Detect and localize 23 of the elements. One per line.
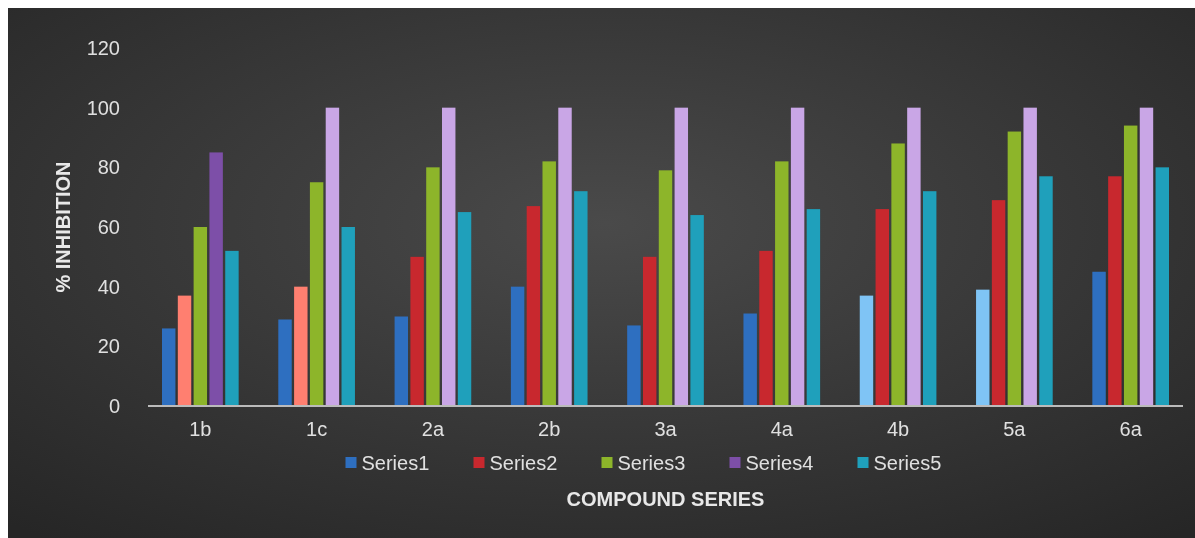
x-tick-label: 4a — [770, 418, 794, 440]
y-tick-label: 0 — [108, 395, 120, 417]
y-tick-label: 40 — [97, 275, 120, 298]
y-tick-label: 100 — [86, 96, 120, 119]
x-tick-label: 6a — [1119, 418, 1143, 440]
x-tick-label: 1c — [306, 418, 328, 440]
legend-label: Series2 — [489, 452, 558, 474]
x-tick-label: 2b — [538, 418, 561, 440]
y-tick-label: 80 — [97, 156, 120, 179]
y-tick-label: 120 — [86, 37, 120, 59]
legend-label: Series4 — [745, 452, 814, 474]
x-tick-label: 3a — [654, 418, 678, 440]
x-tick-label: 1b — [189, 418, 212, 440]
x-tick-label: 2a — [421, 418, 445, 440]
y-tick-label: 20 — [97, 335, 120, 358]
legend-label: Series3 — [617, 452, 686, 474]
y-axis-title: % INHIBITION — [52, 161, 74, 293]
y-tick-label: 60 — [97, 216, 120, 238]
legend-label: Series5 — [873, 452, 942, 474]
x-axis-title: COMPOUND SERIES — [566, 488, 765, 510]
x-tick-label: 5a — [1003, 418, 1027, 440]
legend-label: Series1 — [361, 452, 430, 474]
x-tick-label: 4b — [886, 418, 910, 440]
